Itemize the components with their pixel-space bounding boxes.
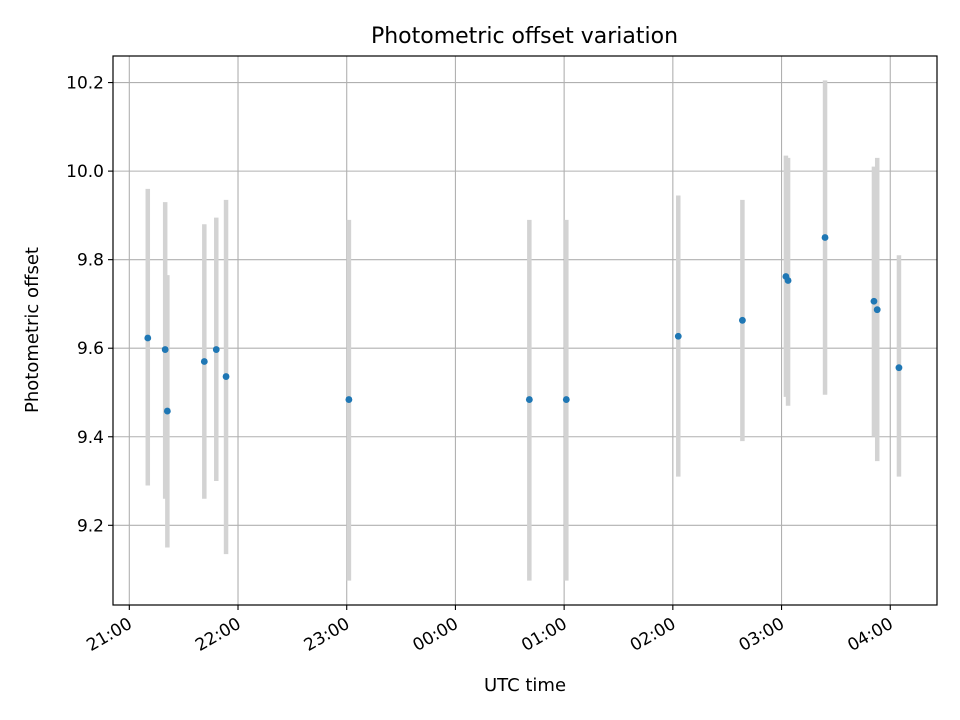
data-point [739,316,746,324]
data-point [525,396,533,403]
data-point [821,234,829,241]
plot-frame [112,55,938,606]
y-tick-label: 10.2 [66,74,104,94]
data-point [873,306,881,314]
data-point [144,334,152,342]
data-points [144,234,903,415]
data-point [200,358,208,365]
y-tick-label: 9.6 [77,339,104,359]
chart-title: Photometric offset variation [371,24,678,49]
data-point [163,407,171,415]
data-point [345,396,353,403]
data-point [212,346,220,353]
data-point [222,373,230,380]
y-tick-label: 9.8 [77,251,104,271]
data-point [870,297,878,305]
y-tick-label: 9.4 [77,428,104,448]
data-point [674,332,682,340]
y-tick-label: 9.2 [77,516,104,536]
data-point [895,364,903,372]
data-point [161,346,169,353]
y-axis-label: Photometric offset [22,247,43,413]
data-point [784,277,792,284]
data-point [562,396,570,403]
x-axis-label: UTC time [484,675,566,696]
y-tick-label: 10.0 [66,162,104,182]
